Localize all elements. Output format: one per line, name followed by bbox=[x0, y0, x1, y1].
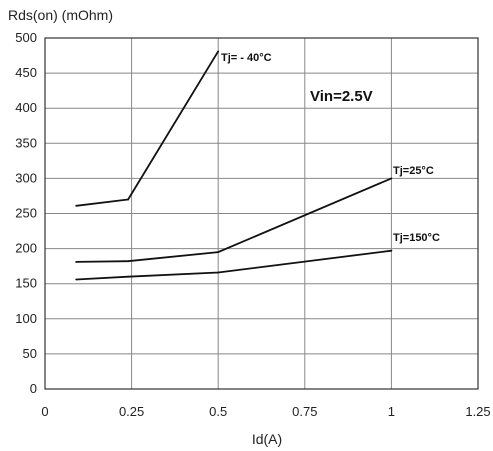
data-point bbox=[127, 275, 130, 278]
data-point bbox=[390, 177, 393, 180]
x-tick-label: 1.25 bbox=[465, 404, 490, 419]
y-tick-label: 350 bbox=[15, 135, 37, 150]
series-line-1 bbox=[76, 177, 392, 263]
y-tick-label: 400 bbox=[15, 100, 37, 115]
tick-labels: 0 50 100 150 200 250 300 350 400 450 500 0 0.25 0.5 0.… bbox=[15, 30, 490, 419]
y-tick-label: 200 bbox=[15, 241, 37, 256]
y-tick-label: 250 bbox=[15, 206, 37, 221]
data-point bbox=[217, 251, 220, 254]
x-tick-label: 0.25 bbox=[119, 404, 144, 419]
y-axis-title: Rds(on) (mOhm) bbox=[8, 7, 113, 23]
y-tick-label: 50 bbox=[23, 346, 37, 361]
grid bbox=[44, 37, 479, 390]
data-point bbox=[127, 198, 130, 201]
series-label-tj-25: Tj=25°C bbox=[393, 165, 434, 177]
y-tick-label: 150 bbox=[15, 276, 37, 291]
data-point bbox=[127, 260, 130, 263]
y-tick-label: 500 bbox=[15, 30, 37, 45]
data-point bbox=[75, 278, 78, 281]
series-lines bbox=[75, 50, 393, 281]
y-tick-label: 100 bbox=[15, 311, 37, 326]
x-tick-label: 0.5 bbox=[209, 404, 227, 419]
y-tick-label: 0 bbox=[30, 381, 37, 396]
series-label-tj-150: Tj=150°C bbox=[393, 232, 440, 244]
y-tick-label: 300 bbox=[15, 170, 37, 185]
y-tick-label: 450 bbox=[15, 65, 37, 80]
x-axis-title: Id(A) bbox=[252, 431, 282, 447]
series-line-0 bbox=[76, 50, 219, 207]
plot-frame bbox=[44, 37, 479, 390]
x-tick-label: 0 bbox=[41, 404, 48, 419]
data-point bbox=[75, 261, 78, 263]
series-line-2 bbox=[76, 249, 392, 281]
x-tick-label: 0.75 bbox=[292, 404, 317, 419]
series-label-tj-minus40: Tj= - 40°C bbox=[221, 52, 272, 64]
data-point bbox=[390, 249, 393, 252]
data-point bbox=[75, 204, 78, 207]
data-point bbox=[217, 271, 220, 274]
x-tick-label: 1 bbox=[388, 404, 395, 419]
vin-annotation: Vin=2.5V bbox=[310, 88, 373, 105]
data-point bbox=[217, 50, 220, 53]
